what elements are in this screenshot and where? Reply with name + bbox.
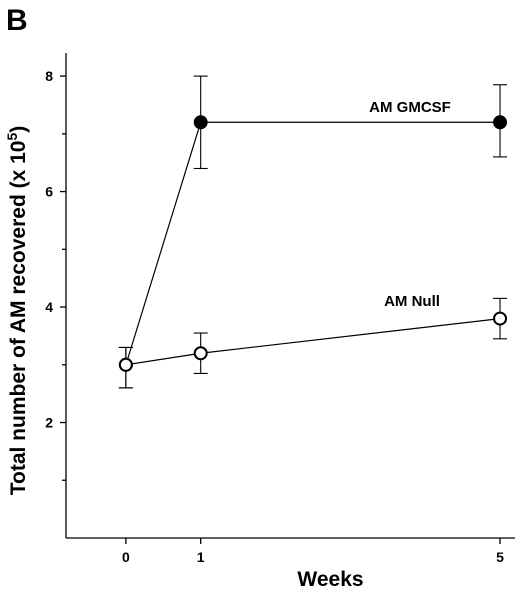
y-tick-label: 4: [45, 299, 53, 315]
y-axis-title-main: Total number of AM recovered (x 10: [7, 141, 30, 496]
y-axis-ticks: 2 4 6 8: [45, 68, 66, 481]
x-axis-ticks: 0 1 5: [122, 538, 504, 565]
y-tick-label: 8: [45, 68, 53, 84]
data-point: [193, 115, 208, 130]
data-point: [493, 311, 508, 326]
x-tick-label: 0: [122, 549, 130, 565]
y-axis-title: Total number of AM recovered (x 105): [4, 126, 30, 496]
series-line-1: [125, 317, 501, 366]
panel-letter: B: [6, 4, 28, 37]
series-layer: [118, 75, 508, 389]
data-point: [493, 115, 508, 130]
series-label-am-null: AM Null: [384, 293, 440, 310]
data-point: [193, 346, 208, 361]
series-label-am-gmcsf: AM GMCSF: [369, 99, 451, 116]
y-axis-title-superscript: 5: [4, 133, 20, 141]
y-tick-label: 2: [45, 415, 53, 431]
x-tick-label: 5: [496, 549, 504, 565]
y-tick-label: 6: [45, 184, 53, 200]
series-line-0: [125, 121, 501, 365]
x-tick-label: 1: [197, 549, 205, 565]
y-axis-title-end: ): [7, 126, 30, 133]
data-point: [118, 357, 133, 372]
x-axis-title: Weeks: [297, 568, 363, 591]
